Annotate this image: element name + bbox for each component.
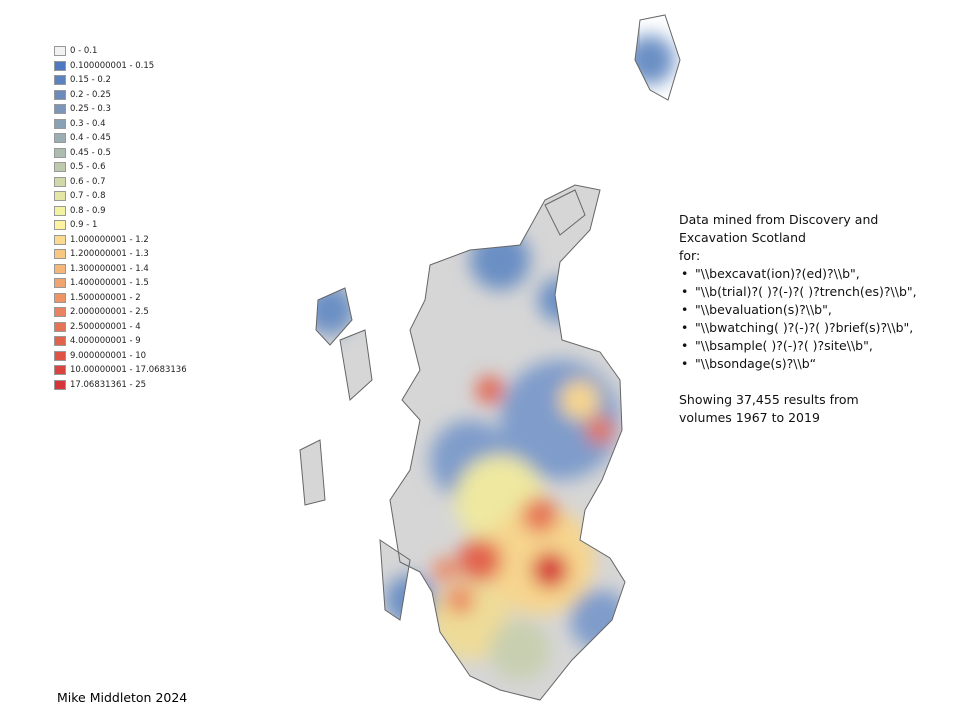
legend-item: 1.000000001 - 1.2 <box>54 233 187 248</box>
legend-label: 0.3 - 0.4 <box>70 118 106 129</box>
legend-label: 0.45 - 0.5 <box>70 147 111 158</box>
legend-swatch <box>54 191 66 202</box>
legend-label: 4.000000001 - 9 <box>70 336 141 347</box>
legend-item: 0.45 - 0.5 <box>54 146 187 161</box>
search-term: "\\bsondage(s)?\\b“ <box>681 355 919 373</box>
legend-label: 0 - 0.1 <box>70 46 98 57</box>
legend-swatch <box>54 147 66 158</box>
legend-item: 0.8 - 0.9 <box>54 204 187 219</box>
legend-swatch <box>54 263 66 274</box>
legend-label: 0.2 - 0.25 <box>70 89 111 100</box>
legend-swatch <box>54 321 66 332</box>
legend-swatch <box>54 176 66 187</box>
legend-item: 0.6 - 0.7 <box>54 175 187 190</box>
heatmap <box>300 15 675 700</box>
legend-item: 0.9 - 1 <box>54 218 187 233</box>
legend-swatch <box>54 133 66 144</box>
legend-swatch <box>54 292 66 303</box>
info-panel: Data mined from Discovery and Excavation… <box>679 211 919 427</box>
legend-item: 0.5 - 0.6 <box>54 160 187 175</box>
legend-label: 0.7 - 0.8 <box>70 191 106 202</box>
legend-label: 17.06831361 - 25 <box>70 379 147 390</box>
legend-swatch <box>54 104 66 115</box>
legend-label: 1.300000001 - 1.4 <box>70 263 149 274</box>
legend-swatch <box>54 205 66 216</box>
summary: Showing 37,455 results from volumes 1967… <box>679 392 859 425</box>
legend-item: 2.500000001 - 4 <box>54 320 187 335</box>
legend-item: 0.100000001 - 0.15 <box>54 59 187 74</box>
legend-label: 1.500000001 - 2 <box>70 292 141 303</box>
legend-label: 0.15 - 0.2 <box>70 75 111 86</box>
legend-swatch <box>54 365 66 376</box>
legend-item: 1.300000001 - 1.4 <box>54 262 187 277</box>
legend-label: 0.6 - 0.7 <box>70 176 106 187</box>
legend-label: 0.25 - 0.3 <box>70 104 111 115</box>
legend-swatch <box>54 162 66 173</box>
legend-label: 1.000000001 - 1.2 <box>70 234 149 245</box>
legend-swatch <box>54 234 66 245</box>
search-term: "\\bevaluation(s)?\\b", <box>681 301 919 319</box>
search-terms: "\\bexcavat(ion)?(ed)?\\b","\\b(trial)?(… <box>679 265 919 373</box>
legend-label: 0.4 - 0.45 <box>70 133 111 144</box>
legend-label: 1.200000001 - 1.3 <box>70 249 149 260</box>
search-term: "\\bsample( )?(-)?( )?site\\b", <box>681 337 919 355</box>
legend-item: 0.7 - 0.8 <box>54 189 187 204</box>
legend-label: 0.5 - 0.6 <box>70 162 106 173</box>
coastline <box>299 14 681 701</box>
legend-item: 0.25 - 0.3 <box>54 102 187 117</box>
legend-swatch <box>54 89 66 100</box>
legend-swatch <box>54 118 66 129</box>
legend: 0 - 0.1 0.100000001 - 0.15 0.15 - 0.2 0.2 -… <box>54 44 187 392</box>
search-term: "\\bwatching( )?(-)?( )?brief(s)?\\b", <box>681 319 919 337</box>
legend-swatch <box>54 46 66 57</box>
legend-item: 0.15 - 0.2 <box>54 73 187 88</box>
legend-label: 1.400000001 - 1.5 <box>70 278 149 289</box>
legend-label: 9.000000001 - 10 <box>70 350 147 361</box>
legend-swatch <box>54 75 66 86</box>
legend-item: 1.400000001 - 1.5 <box>54 276 187 291</box>
legend-label: 2.500000001 - 4 <box>70 321 141 332</box>
legend-item: 0 - 0.1 <box>54 44 187 59</box>
legend-item: 0.4 - 0.45 <box>54 131 187 146</box>
legend-swatch <box>54 220 66 231</box>
credit: Mike Middleton 2024 <box>57 690 188 705</box>
legend-item: 9.000000001 - 10 <box>54 349 187 364</box>
legend-item: 0.2 - 0.25 <box>54 88 187 103</box>
legend-swatch <box>54 60 66 71</box>
legend-item: 4.000000001 - 9 <box>54 334 187 349</box>
legend-swatch <box>54 350 66 361</box>
search-term: "\\bexcavat(ion)?(ed)?\\b", <box>681 265 919 283</box>
legend-label: 0.8 - 0.9 <box>70 205 106 216</box>
legend-swatch <box>54 379 66 390</box>
legend-label: 2.000000001 - 2.5 <box>70 307 149 318</box>
legend-item: 17.06831361 - 25 <box>54 378 187 393</box>
legend-label: 0.9 - 1 <box>70 220 98 231</box>
search-term: "\\b(trial)?( )?(-)?( )?trench(es)?\\b", <box>681 283 919 301</box>
legend-item: 1.500000001 - 2 <box>54 291 187 306</box>
for-label: for: <box>679 248 701 263</box>
legend-item: 1.200000001 - 1.3 <box>54 247 187 262</box>
legend-swatch <box>54 307 66 318</box>
legend-swatch <box>54 249 66 260</box>
legend-label: 0.100000001 - 0.15 <box>70 60 155 71</box>
legend-swatch <box>54 336 66 347</box>
legend-item: 2.000000001 - 2.5 <box>54 305 187 320</box>
legend-swatch <box>54 278 66 289</box>
heading: Data mined from Discovery and Excavation… <box>679 212 879 245</box>
legend-label: 10.00000001 - 17.0683136 <box>70 365 187 376</box>
legend-item: 0.3 - 0.4 <box>54 117 187 132</box>
legend-item: 10.00000001 - 17.0683136 <box>54 363 187 378</box>
